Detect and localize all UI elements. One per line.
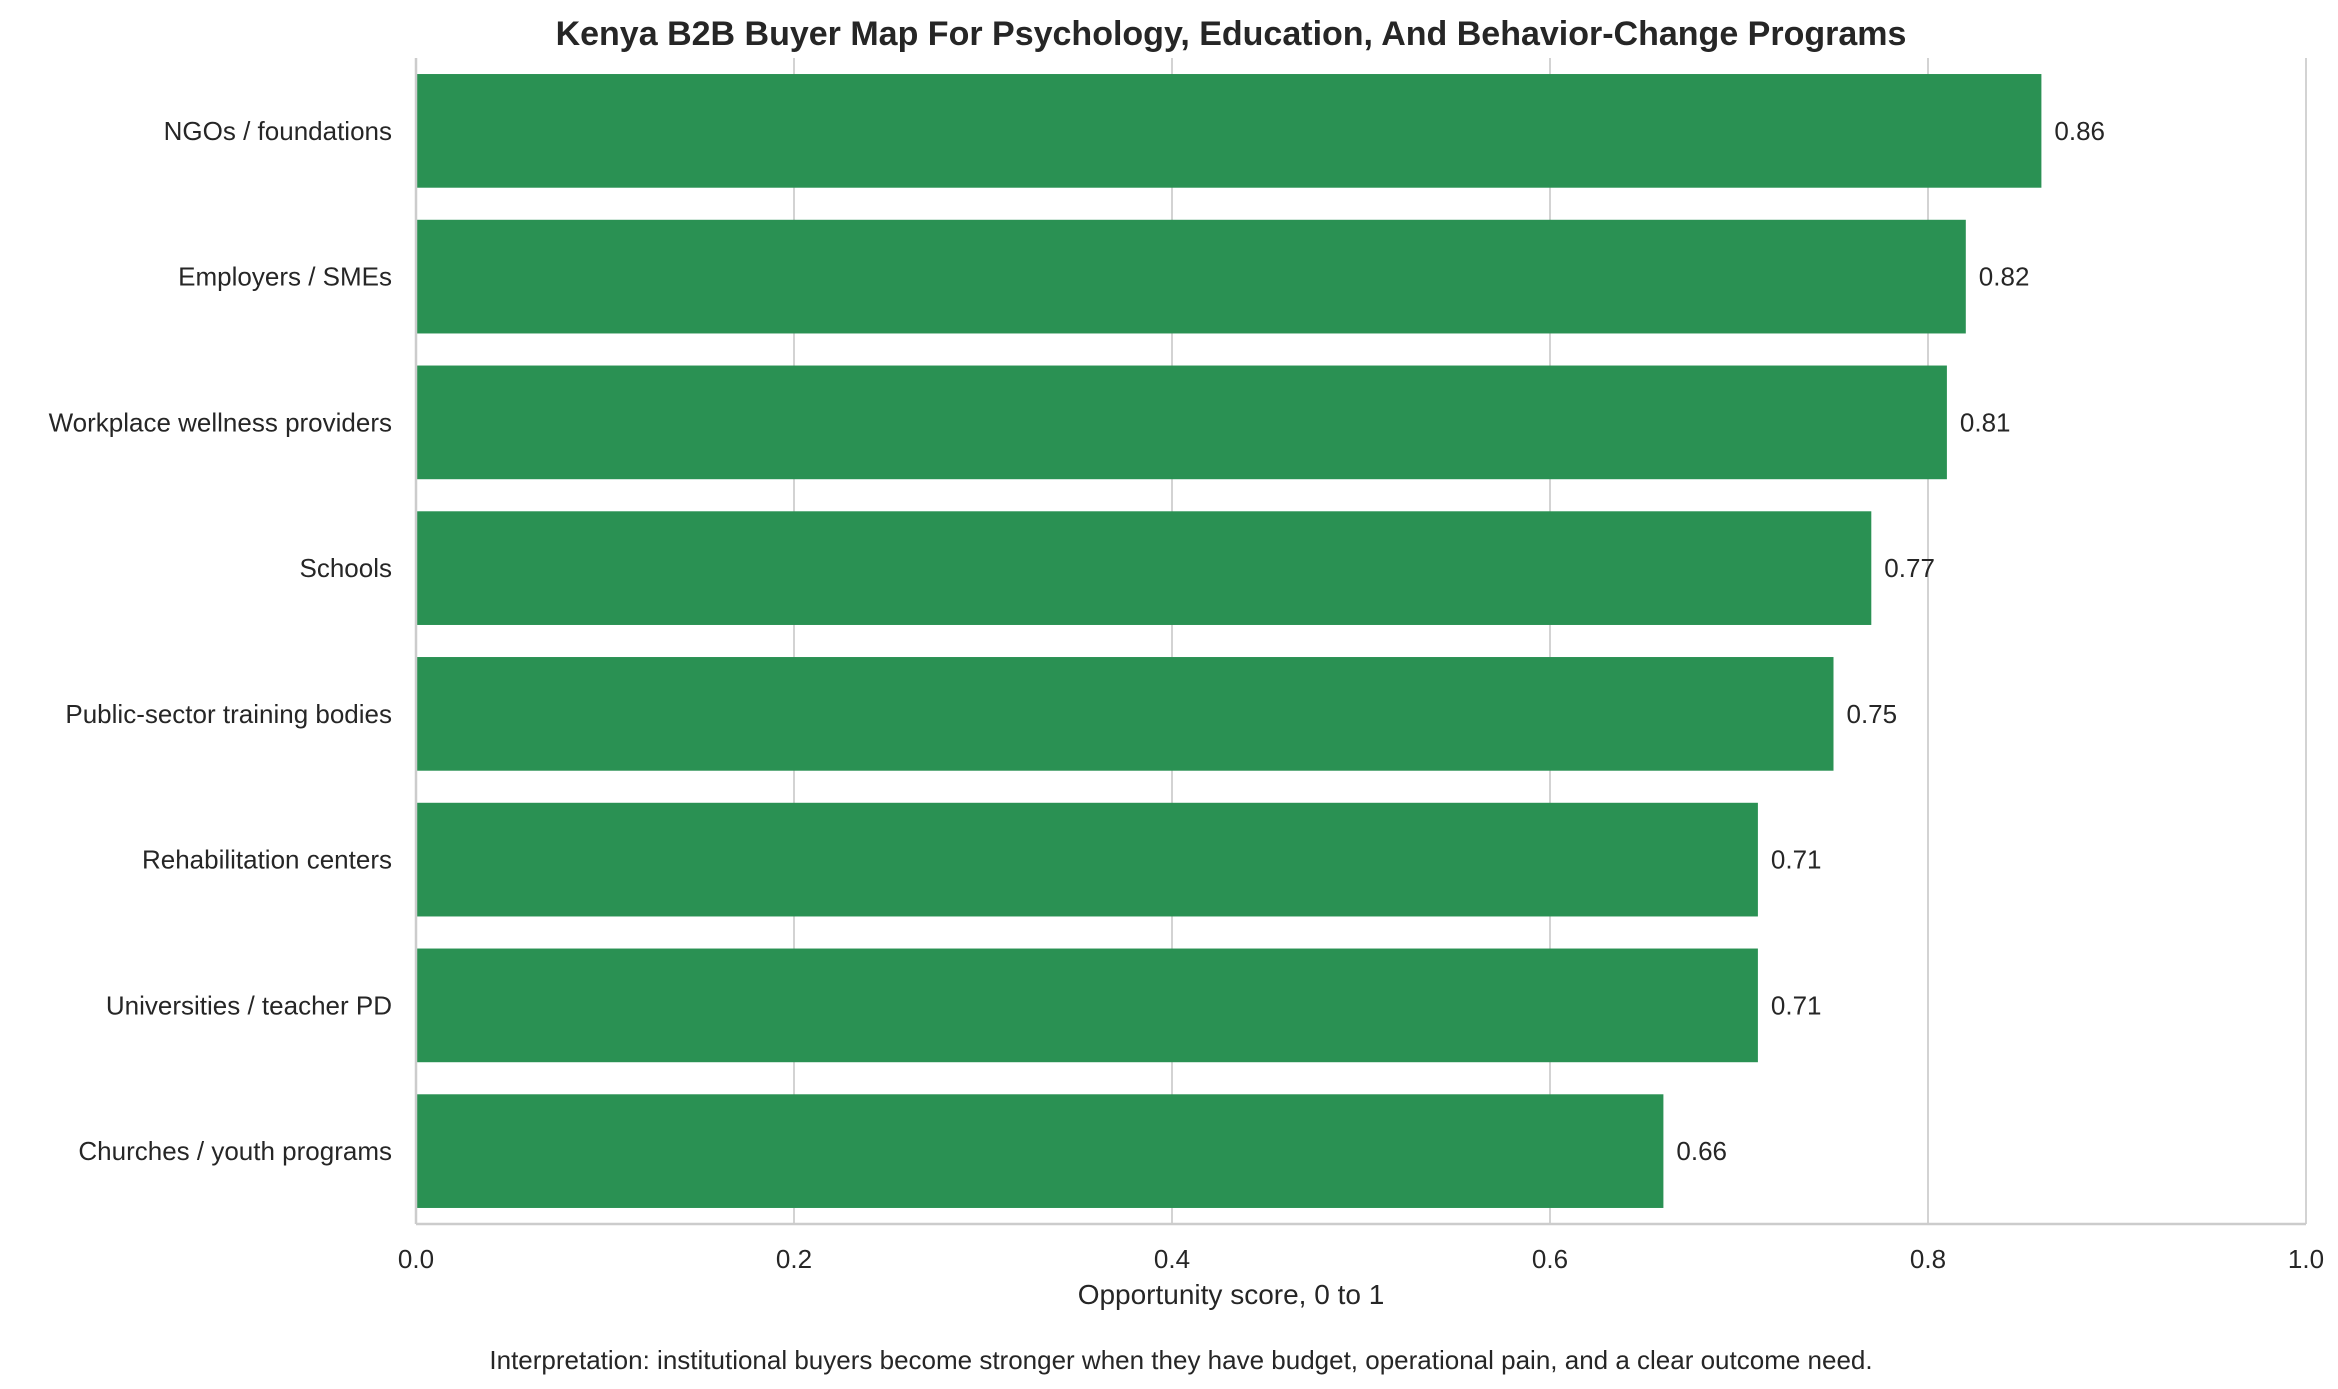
category-label-2: Workplace wellness providers (49, 407, 392, 437)
x-tick-label-2: 0.4 (1154, 1244, 1190, 1274)
bar-0 (416, 74, 2042, 188)
x-axis-label: Opportunity score, 0 to 1 (1078, 1279, 1385, 1310)
value-label-5: 0.71 (1771, 845, 1822, 875)
bars (416, 74, 2042, 1208)
bar-6 (416, 948, 1758, 1063)
category-label-7: Churches / youth programs (78, 1136, 392, 1166)
value-label-4: 0.75 (1847, 699, 1898, 729)
category-label-0: NGOs / foundations (164, 116, 392, 146)
x-tick-labels: 0.0 0.2 0.4 0.6 0.8 1.0 (398, 1244, 2324, 1274)
category-label-3: Schools (300, 553, 393, 583)
bar-4 (416, 657, 1834, 771)
value-label-3: 0.77 (1884, 553, 1935, 583)
x-tick-label-3: 0.6 (1532, 1244, 1568, 1274)
value-label-6: 0.71 (1771, 990, 1822, 1020)
category-labels: NGOs / foundations Employers / SMEs Workpl… (49, 116, 392, 1166)
interpretation-note: Interpretation: institutional buyers bec… (489, 1345, 1872, 1375)
value-label-0: 0.86 (2054, 116, 2105, 146)
category-label-5: Rehabilitation centers (142, 845, 392, 875)
category-label-1: Employers / SMEs (178, 262, 392, 292)
bar-7 (416, 1094, 1664, 1208)
x-tick-label-5: 1.0 (2288, 1244, 2324, 1274)
bar-3 (416, 511, 1872, 625)
category-label-6: Universities / teacher PD (106, 990, 392, 1020)
bar-5 (416, 802, 1758, 917)
value-label-1: 0.82 (1979, 262, 2030, 292)
bar-2 (416, 365, 1947, 480)
x-tick-label-1: 0.2 (776, 1244, 812, 1274)
value-label-7: 0.66 (1676, 1136, 1727, 1166)
bar-1 (416, 219, 1966, 334)
axes (414, 58, 2306, 1226)
x-tick-label-0: 0.0 (398, 1244, 434, 1274)
category-label-4: Public-sector training bodies (65, 699, 392, 729)
value-labels: 0.86 0.82 0.81 0.77 0.75 0.71 0.71 0.66 (1676, 116, 2105, 1166)
x-tick-label-4: 0.8 (1910, 1244, 1946, 1274)
value-label-2: 0.81 (1960, 407, 2011, 437)
chart-title: Kenya B2B Buyer Map For Psychology, Educ… (556, 15, 1907, 53)
